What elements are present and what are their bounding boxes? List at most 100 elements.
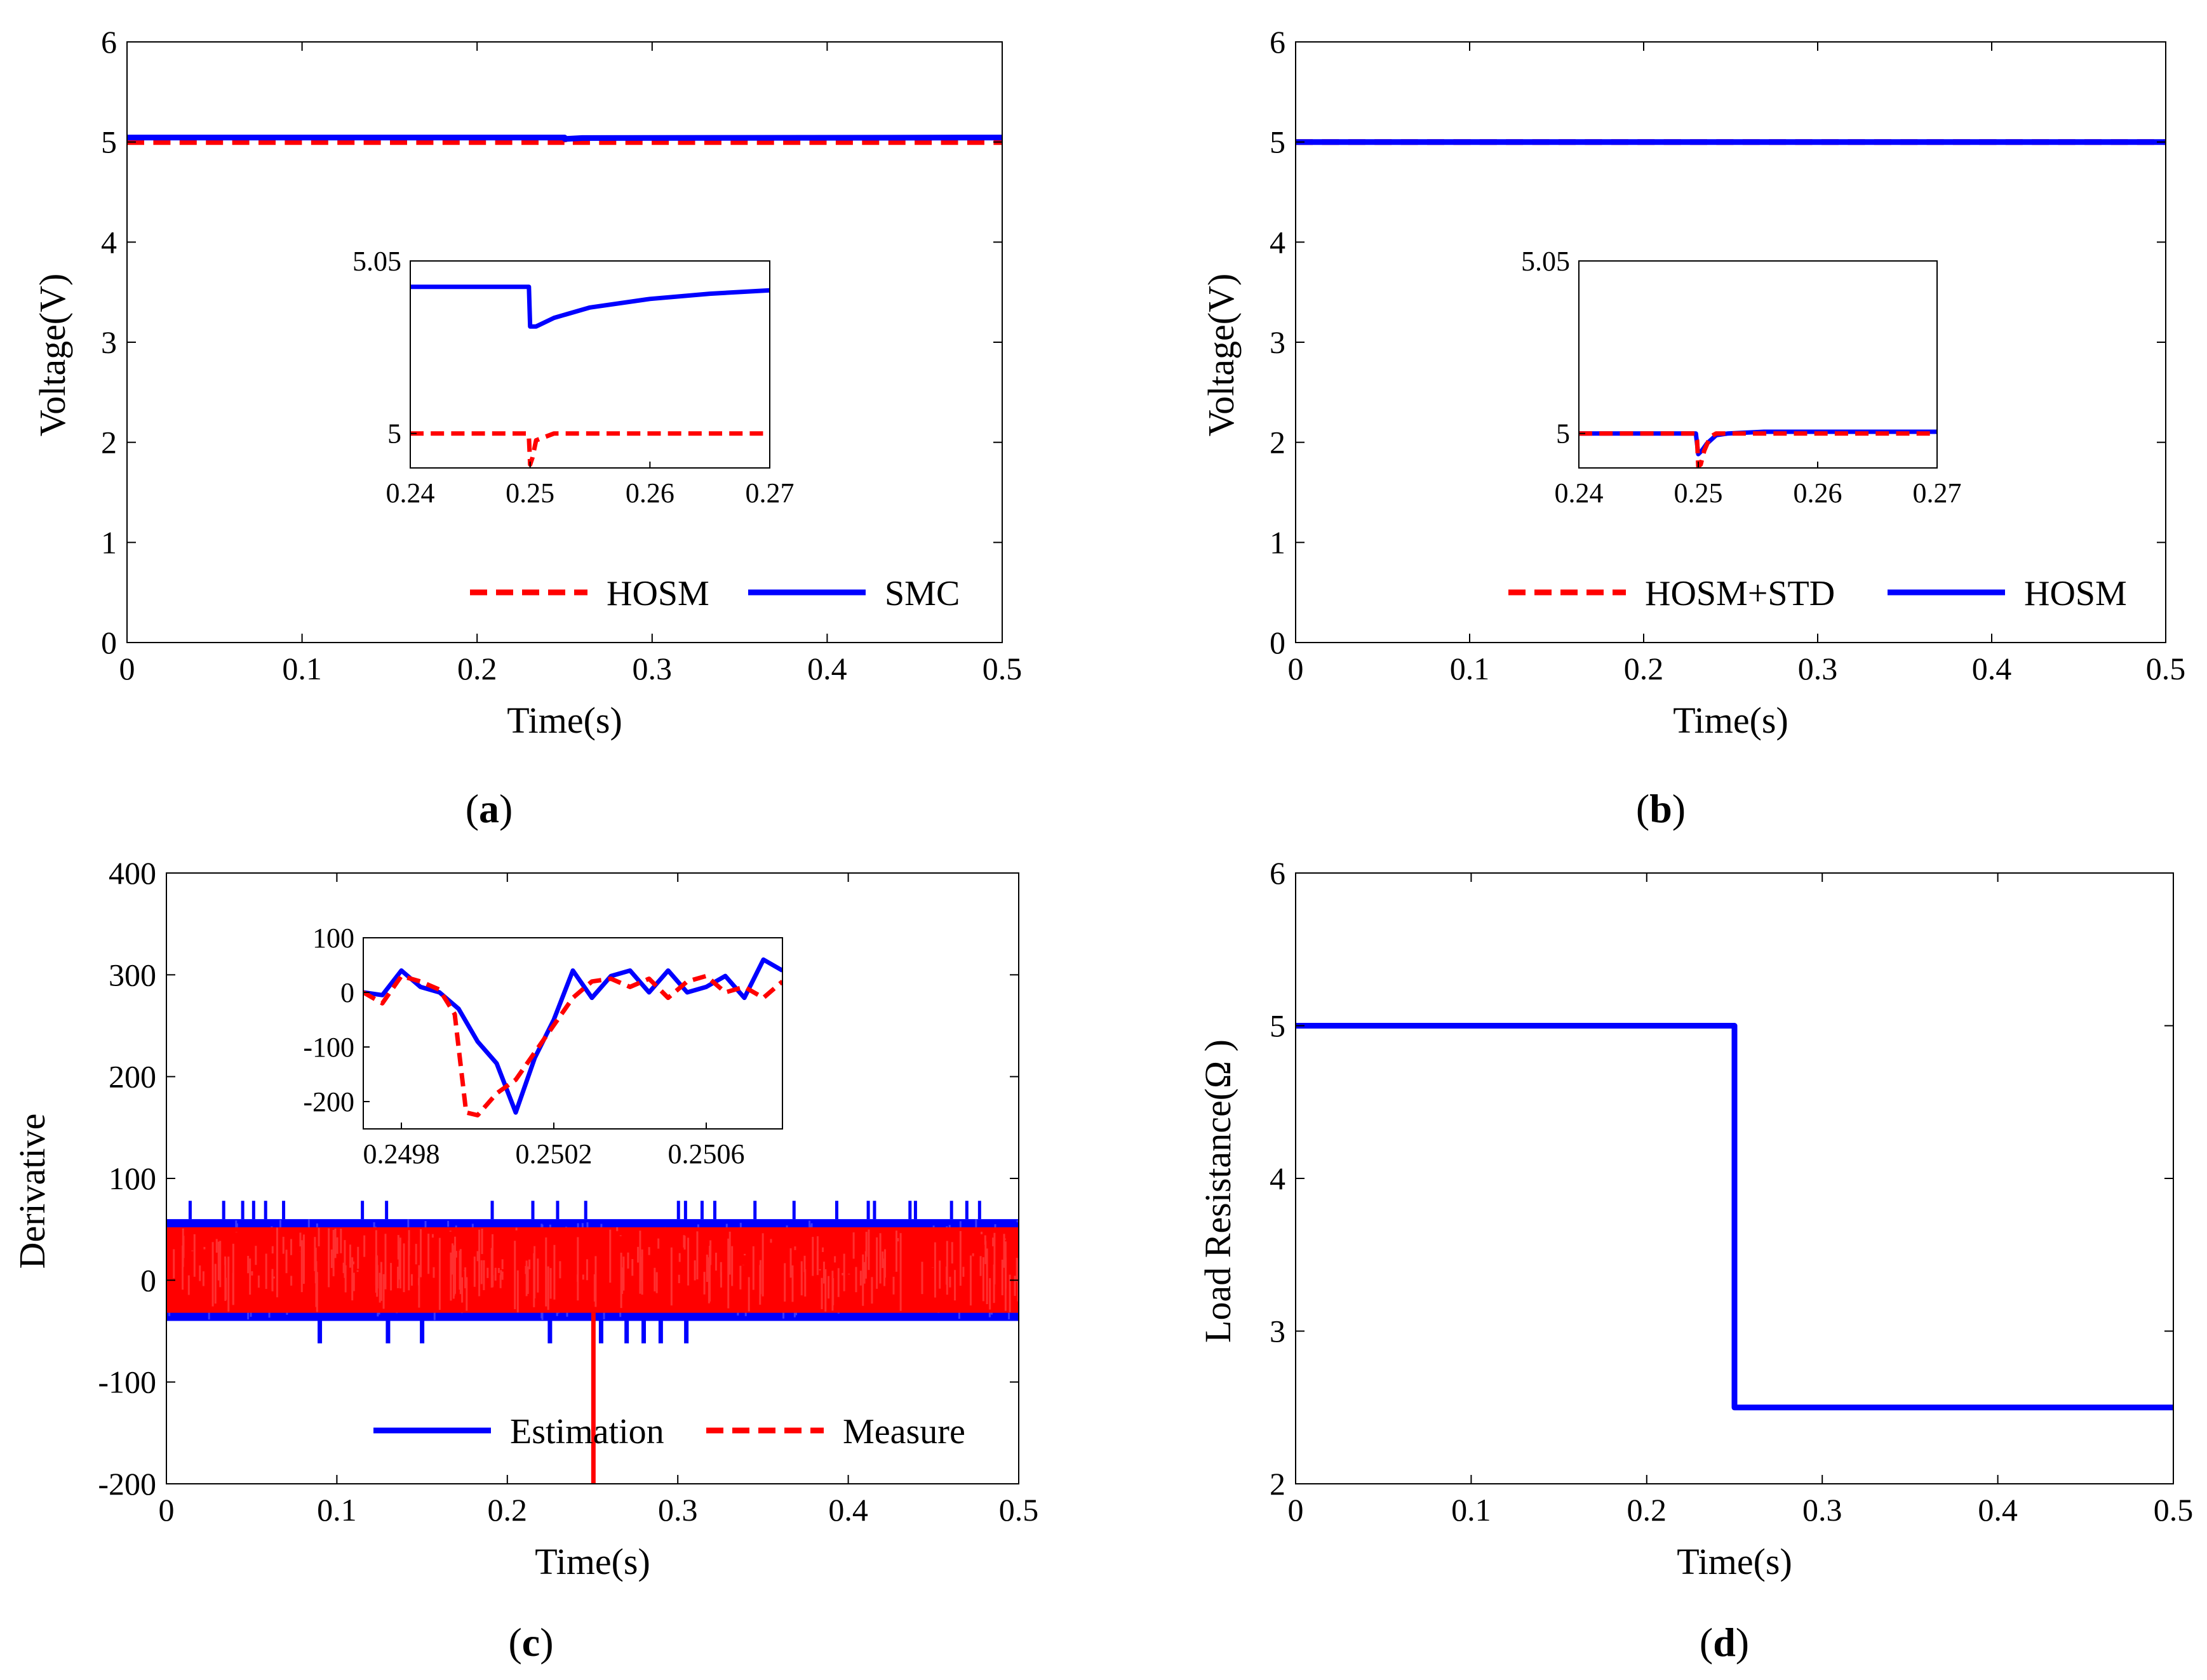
inset-series-measure	[363, 973, 782, 1117]
y-tick-label: 6	[101, 24, 117, 60]
plot-area	[127, 135, 1002, 146]
inset: 0.2498 0.2502 0.2506 -200 -100 0 100	[303, 923, 783, 1170]
panel-c: 0 0.1 0.2 0.3 0.4 0.5 -200 -100 0 100 200 300 400 Tim…	[11, 855, 1038, 1665]
inset-y-tick-label: -100	[303, 1032, 354, 1063]
legend: HOSM+STD HOSM	[1508, 574, 2127, 613]
y-tick-label: 6	[1270, 24, 1285, 60]
y-tick-label: 5	[1270, 1008, 1285, 1044]
legend-label: Measure	[843, 1412, 965, 1451]
y-tick-label: 0	[140, 1262, 156, 1298]
y-tick-label: 100	[109, 1161, 156, 1196]
inset-bg	[1579, 261, 1937, 468]
inset-frame	[363, 937, 783, 1130]
y-tick-label: 2	[101, 425, 117, 460]
series-hosm	[127, 139, 1002, 146]
y-tick-label: 6	[1270, 855, 1285, 891]
legend: Estimation Measure	[373, 1412, 965, 1451]
inset-x-tick-label: 0.27	[1913, 477, 1962, 509]
x-tick-label: 0.4	[828, 1492, 868, 1528]
inset-plot-area	[363, 957, 782, 1117]
y-tick-label: 1	[1270, 524, 1285, 560]
x-tick-label: 0.1	[1451, 1492, 1491, 1528]
inset-plot-area	[410, 284, 770, 467]
inset-x-tick-label: 0.2502	[516, 1138, 593, 1170]
panel-caption: (d)	[1700, 1620, 1749, 1665]
inset-y-tick-label: 100	[312, 923, 354, 954]
x-axis-label: Time(s)	[507, 700, 622, 741]
inset-x-tick-label: 0.26	[1794, 477, 1842, 509]
inset-x-tick-label: 0.26	[626, 477, 674, 509]
legend-label: SMC	[885, 574, 960, 613]
x-tick-label: 0.1	[317, 1492, 357, 1528]
y-tick-label: 2	[1270, 1466, 1285, 1502]
y-tick-label: 200	[109, 1059, 156, 1095]
series-measure	[166, 1227, 1019, 1484]
y-tick-label: 5	[1270, 124, 1285, 160]
panel-caption: (a)	[466, 786, 513, 831]
x-tick-label: 0	[1288, 1492, 1304, 1528]
x-tick-label: 0.2	[488, 1492, 528, 1528]
inset-series-hosm	[410, 431, 770, 467]
band	[166, 1227, 1019, 1313]
x-tick-label: 0.1	[282, 651, 322, 686]
inset-x-tick-label: 0.25	[1674, 477, 1723, 509]
x-axis-label: Time(s)	[535, 1541, 650, 1582]
y-tick-label: 0	[101, 625, 117, 660]
y-tick-label: 3	[101, 324, 117, 360]
x-tick-label: 0	[1288, 651, 1304, 686]
inset-x-tick-label: 0.2498	[363, 1138, 440, 1170]
panel-d: 0 0.1 0.2 0.3 0.4 0.5 2 3 4 5 6 Time(s) Load Resista…	[1197, 855, 2193, 1665]
series-smc	[127, 135, 1002, 142]
y-tick-label: 300	[109, 957, 156, 992]
inset-y-tick-label: 0	[340, 977, 354, 1008]
legend-label: HOSM+STD	[1645, 574, 1835, 613]
inset-y-tick-label: 5	[1556, 418, 1570, 450]
x-tick-label: 0.2	[1624, 651, 1664, 686]
inset-x-tick-label: 0.25	[506, 477, 554, 509]
y-tick-label: 1	[101, 524, 117, 560]
panel-b: 0 0.1 0.2 0.3 0.4 0.5 0 1 2 3 4 5 6 Time(s) Voltage(V)…	[1200, 24, 2185, 831]
panel-a: 0 0.1 0.2 0.3 0.4 0.5 0 1 2 3 4 5 6 Time(s) Voltage(V)…	[32, 24, 1022, 831]
legend-label: Estimation	[510, 1412, 664, 1451]
x-tick-label: 0.4	[1972, 651, 2012, 686]
plot-area	[166, 1201, 1019, 1484]
y-axis-label: Voltage(V)	[1200, 274, 1242, 437]
y-tick-label: 400	[109, 855, 156, 891]
legend: HOSM SMC	[470, 574, 960, 613]
y-axis-label: Derivative	[11, 1114, 53, 1269]
inset-y-tick-label: -200	[303, 1086, 354, 1117]
x-axis-label: Time(s)	[1677, 1541, 1792, 1582]
y-tick-label: 3	[1270, 1314, 1285, 1349]
x-tick-label: 0	[119, 651, 135, 686]
inset-series-smc	[410, 284, 770, 329]
inset-y-tick-label: 5.05	[1521, 246, 1570, 277]
x-tick-label: 0.3	[658, 1492, 698, 1528]
x-tick-label: 0.3	[633, 651, 673, 686]
series-0	[1296, 1023, 2173, 1411]
inset-x-tick-label: 0.24	[386, 477, 435, 509]
x-tick-label: 0.5	[999, 1492, 1039, 1528]
x-tick-label: 0.2	[457, 651, 497, 686]
inset-series-hosm-std	[1579, 431, 1937, 468]
panel-caption: (b)	[1636, 786, 1686, 831]
inset-plot-area	[1579, 429, 1937, 468]
inset-x-tick-label: 0.2506	[668, 1138, 745, 1170]
x-tick-label: 0.5	[2154, 1492, 2194, 1528]
x-tick-label: 0.3	[1802, 1492, 1842, 1528]
legend-label: HOSM	[2024, 574, 2127, 613]
y-tick-label: 4	[1270, 1161, 1285, 1196]
y-tick-label: 4	[101, 224, 117, 260]
x-tick-label: 0.4	[807, 651, 847, 686]
panel-caption: (c)	[508, 1620, 553, 1665]
y-tick-label: 5	[101, 124, 117, 160]
x-axis-label: Time(s)	[1673, 700, 1788, 741]
y-tick-label: 0	[1270, 625, 1285, 660]
x-tick-label: 0.4	[1978, 1492, 2018, 1528]
y-tick-label: 2	[1270, 425, 1285, 460]
x-tick-label: 0.5	[983, 651, 1023, 686]
y-tick-label: 4	[1270, 224, 1285, 260]
x-tick-label: 0.3	[1798, 651, 1838, 686]
inset-frame	[410, 260, 770, 469]
y-axis-label: Load Resistance(Ω )	[1197, 1039, 1238, 1343]
inset: 0.24 0.25 0.26 0.27 5 5.05	[352, 246, 795, 509]
